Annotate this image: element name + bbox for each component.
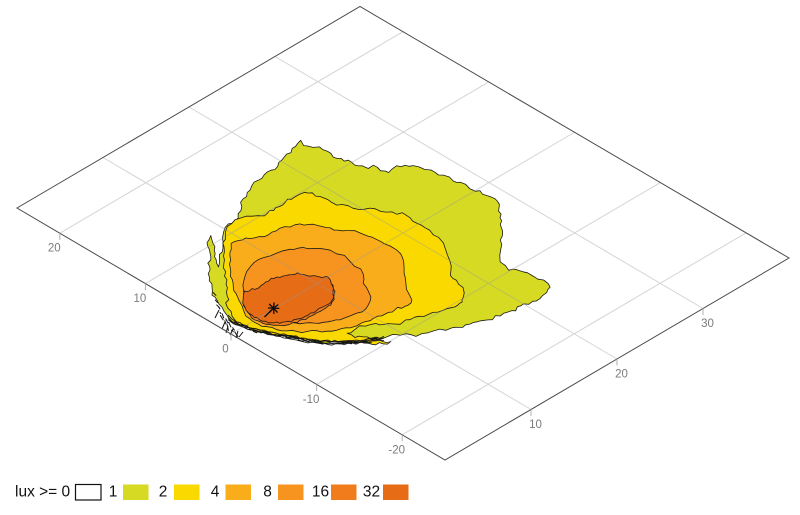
svg-text:8: 8	[263, 484, 272, 501]
svg-text:lux >= 0: lux >= 0	[15, 484, 71, 501]
svg-text:1: 1	[109, 484, 118, 501]
svg-text:10: 10	[134, 293, 147, 305]
svg-text:20: 20	[615, 369, 628, 381]
svg-text:16: 16	[312, 484, 329, 501]
svg-text:2: 2	[159, 484, 168, 501]
svg-text:4: 4	[211, 484, 220, 501]
svg-text:32: 32	[363, 484, 380, 501]
svg-text:10: 10	[529, 419, 542, 431]
svg-text:30: 30	[701, 318, 714, 330]
svg-text:-20: -20	[388, 444, 405, 456]
svg-text:-10: -10	[303, 394, 320, 406]
svg-text:0: 0	[222, 344, 228, 356]
svg-text:20: 20	[48, 243, 61, 255]
